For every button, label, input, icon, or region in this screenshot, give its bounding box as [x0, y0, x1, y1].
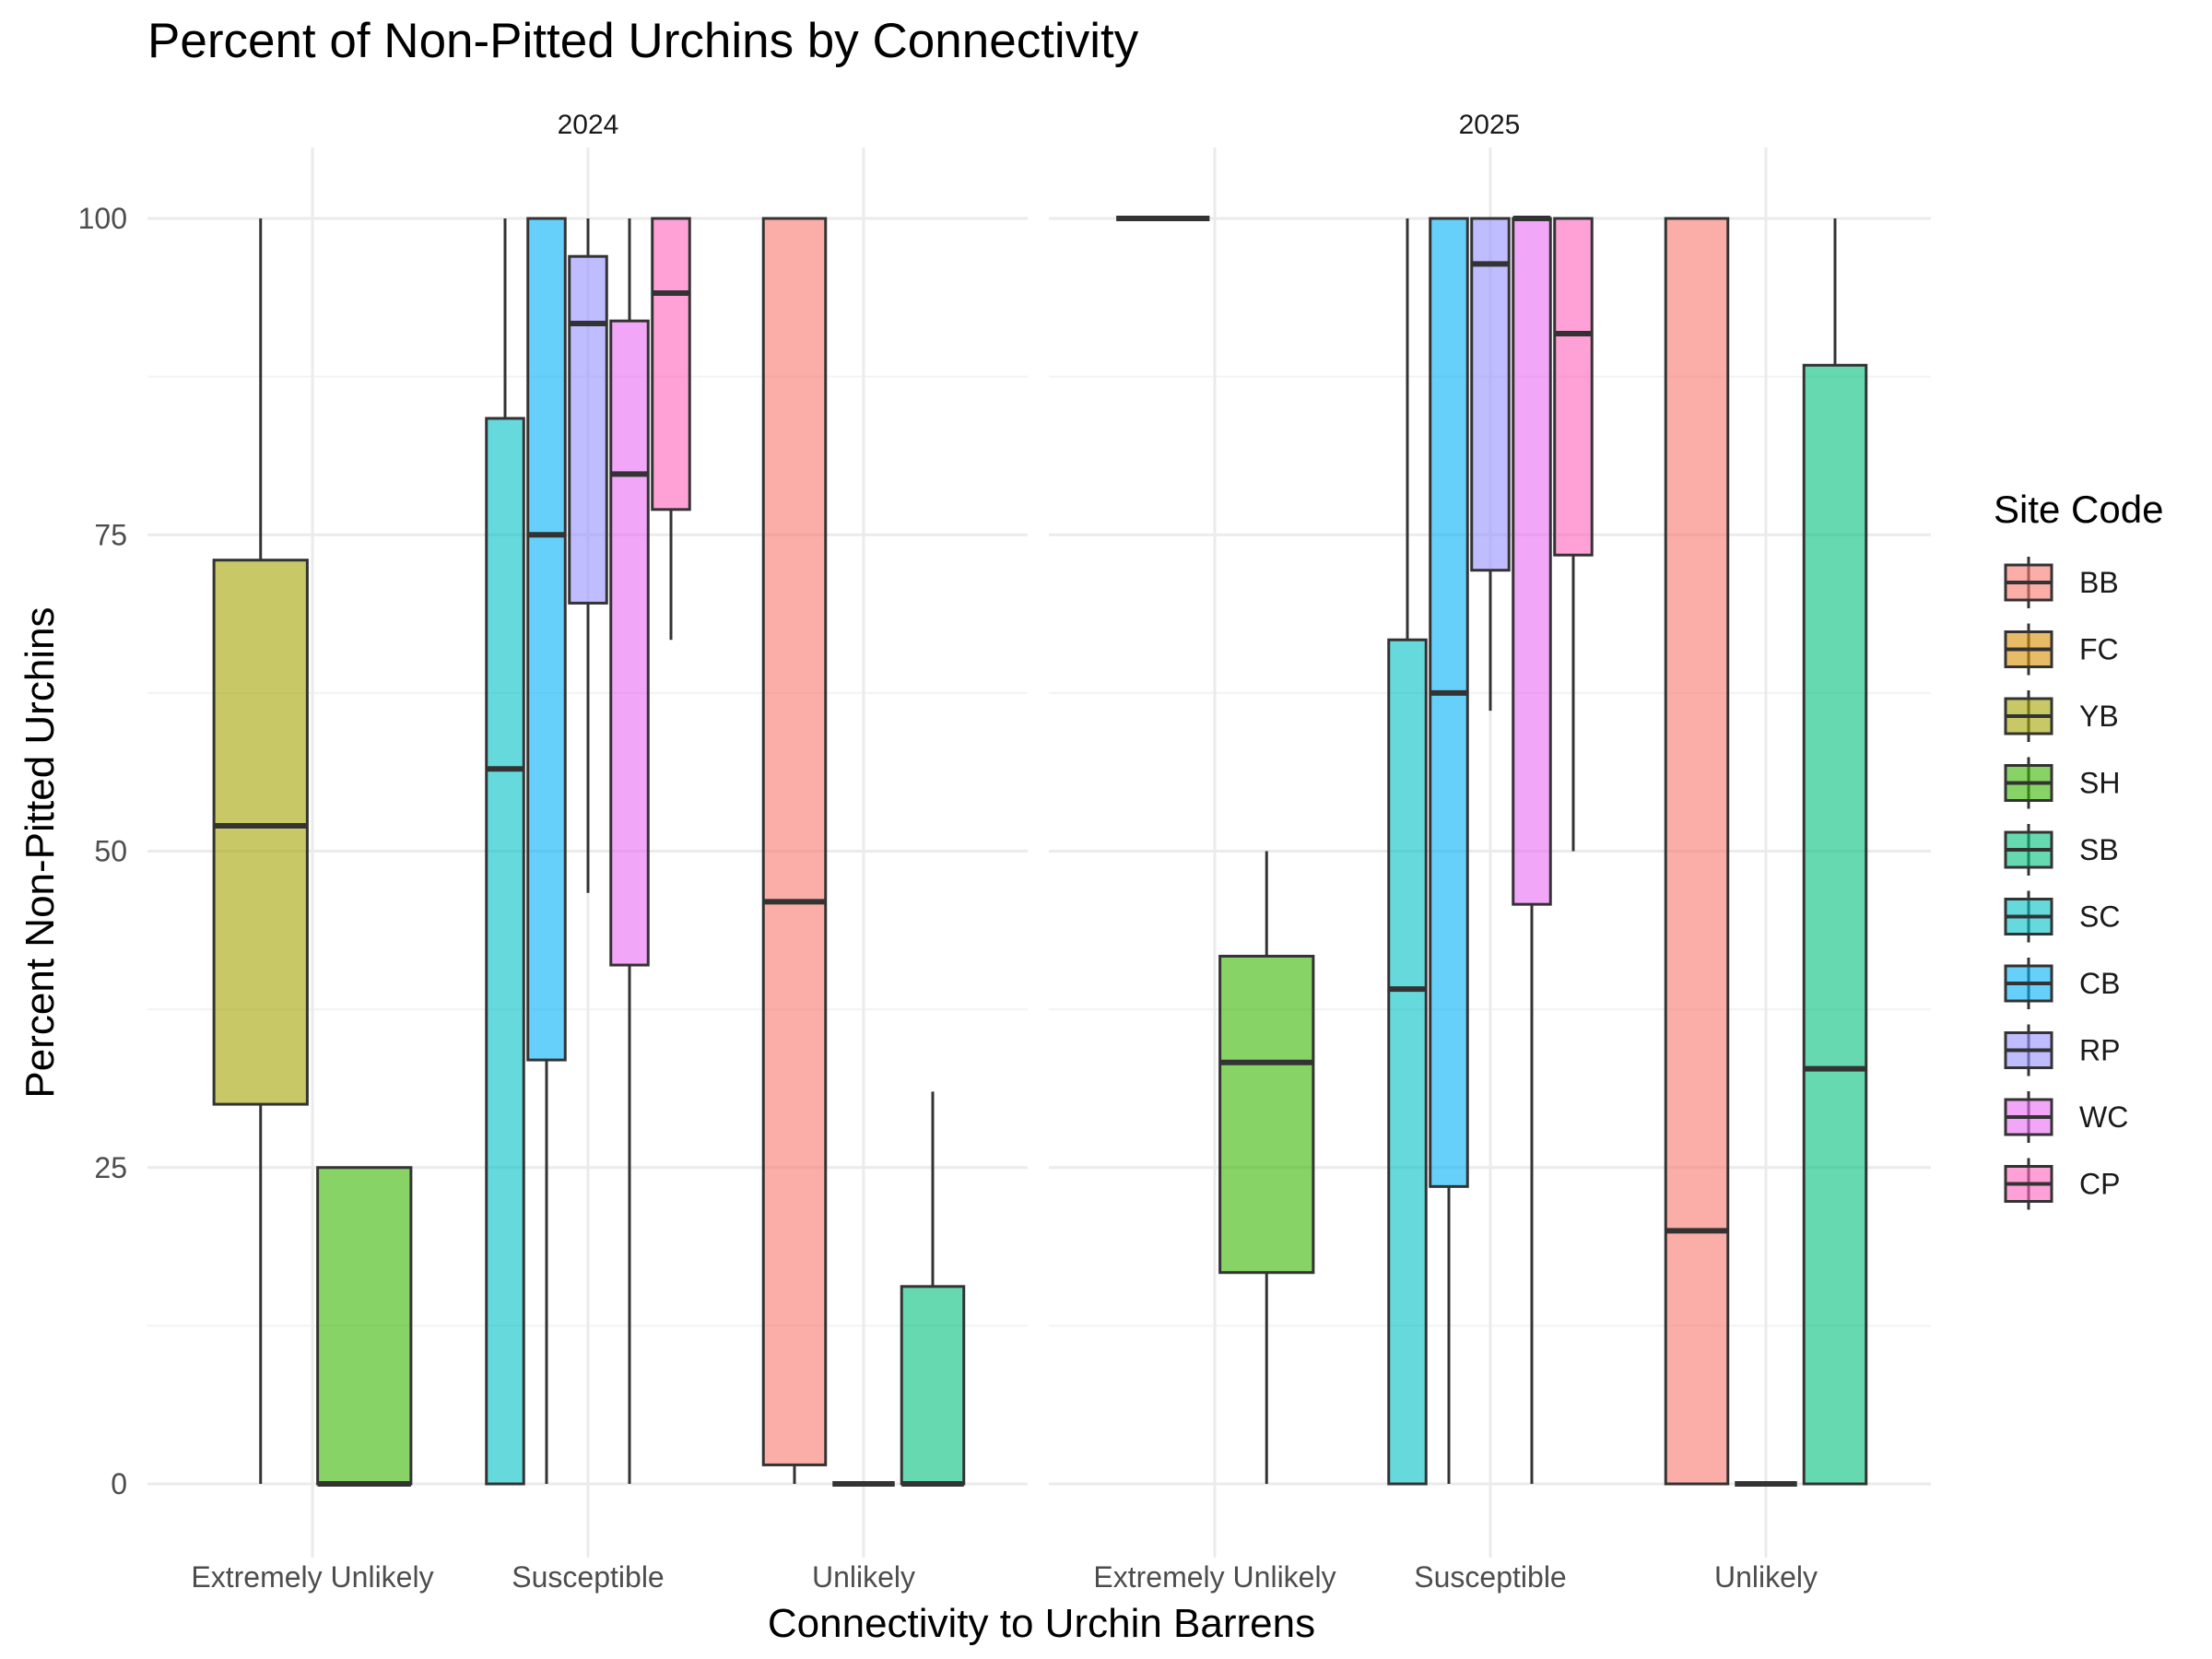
box-body [1387, 638, 1428, 1486]
legend-label: SB [2079, 833, 2119, 866]
legend-label: BB [2079, 566, 2119, 599]
box-body [609, 319, 650, 967]
x-tick-label: Unlikely [1714, 1560, 1818, 1594]
box-2024-susceptible-CP [651, 217, 691, 641]
box-2025-susceptible-CP [1553, 217, 1594, 852]
x-tick-label: Unlikely [812, 1560, 915, 1594]
legend-item-sb: SB [2004, 824, 2119, 876]
legend-label: CB [2079, 967, 2120, 1000]
y-tick-label: 25 [94, 1151, 127, 1184]
axis-layer: Extremely Unlikely Susceptible Unlikely 202… [78, 110, 1818, 1594]
x-tick-label: Extremely Unlikely [1093, 1560, 1335, 1594]
legend-item-rp: RP [2004, 1024, 2120, 1077]
box-2025-unlikely-BB [1664, 217, 1730, 1486]
x-axis-title: Connectivity to Urchin Barrens [768, 1601, 1315, 1646]
box-body [761, 217, 828, 1466]
y-tick-label: 50 [94, 835, 127, 868]
x-tick-label: Susceptible [1414, 1560, 1566, 1594]
legend: Site Code BB FC YB SH SB SC CB RP WC CP [1994, 488, 2163, 1210]
legend-item-fc: FC [2004, 623, 2119, 676]
box-2024-susceptible-WC [609, 218, 650, 1484]
box-2025-susceptible-CB [1429, 217, 1469, 1484]
y-tick-label: 75 [94, 518, 127, 551]
legend-item-wc: WC [2004, 1091, 2128, 1143]
box-2025-susceptible-SC [1387, 218, 1428, 1486]
y-tick-label: 0 [111, 1467, 127, 1500]
legend-item-sc: SC [2004, 890, 2120, 943]
box-2024-extremely-unlikely-SH [316, 1166, 413, 1487]
box-body [1218, 954, 1315, 1275]
legend-label: YB [2079, 700, 2119, 733]
chart-title: Percent of Non-Pitted Urchins by Connect… [147, 14, 1139, 68]
legend-label: WC [2079, 1100, 2128, 1134]
legend-item-yb: YB [2004, 690, 2119, 742]
legend-label: RP [2079, 1034, 2120, 1067]
box-body [651, 217, 691, 512]
box-2025-susceptible-RP [1470, 217, 1511, 712]
box-body [316, 1166, 413, 1486]
panel-strip-label: 2025 [1459, 110, 1521, 140]
box-2024-susceptible-CB [526, 217, 567, 1484]
box-body [1429, 217, 1469, 1188]
y-axis-title: Percent Non-Pitted Urchins [18, 606, 63, 1098]
panel-strip-label: 2024 [558, 110, 619, 140]
legend-item-cp: CP [2004, 1158, 2120, 1210]
box-2025-unlikely-SB [1802, 218, 1868, 1486]
box-body [526, 217, 567, 1062]
legend-title: Site Code [1994, 488, 2163, 531]
box-body [485, 417, 525, 1486]
box-body [1802, 363, 1868, 1486]
box-layer [212, 216, 1868, 1487]
legend-label: SH [2079, 767, 2120, 800]
legend-item-sh: SH [2004, 757, 2120, 809]
box-body [1470, 217, 1511, 572]
box-2024-extremely-unlikely-YB [212, 218, 309, 1484]
legend-item-cb: CB [2004, 958, 2120, 1009]
legend-label: CP [2079, 1168, 2120, 1201]
box-body [1664, 217, 1730, 1486]
grid-layer [147, 147, 1931, 1558]
box-body [1553, 217, 1594, 557]
legend-label: SC [2079, 900, 2120, 934]
x-tick-label: Extremely Unlikely [191, 1560, 433, 1594]
box-body [900, 1285, 966, 1486]
box-2024-susceptible-SC [485, 218, 525, 1486]
box-body [568, 254, 608, 605]
box-2024-unlikely-SB [900, 1091, 966, 1487]
x-tick-label: Susceptible [512, 1560, 664, 1594]
y-tick-label: 100 [78, 202, 127, 235]
legend-item-bb: BB [2004, 557, 2119, 608]
box-2024-susceptible-RP [568, 218, 608, 893]
box-2024-unlikely-BB [761, 217, 828, 1484]
box-body [1512, 217, 1552, 906]
box-2025-extremely-unlikely-SH [1218, 851, 1315, 1484]
legend-label: FC [2079, 633, 2119, 666]
box-body [212, 559, 309, 1106]
box-2025-susceptible-WC [1512, 216, 1552, 1484]
